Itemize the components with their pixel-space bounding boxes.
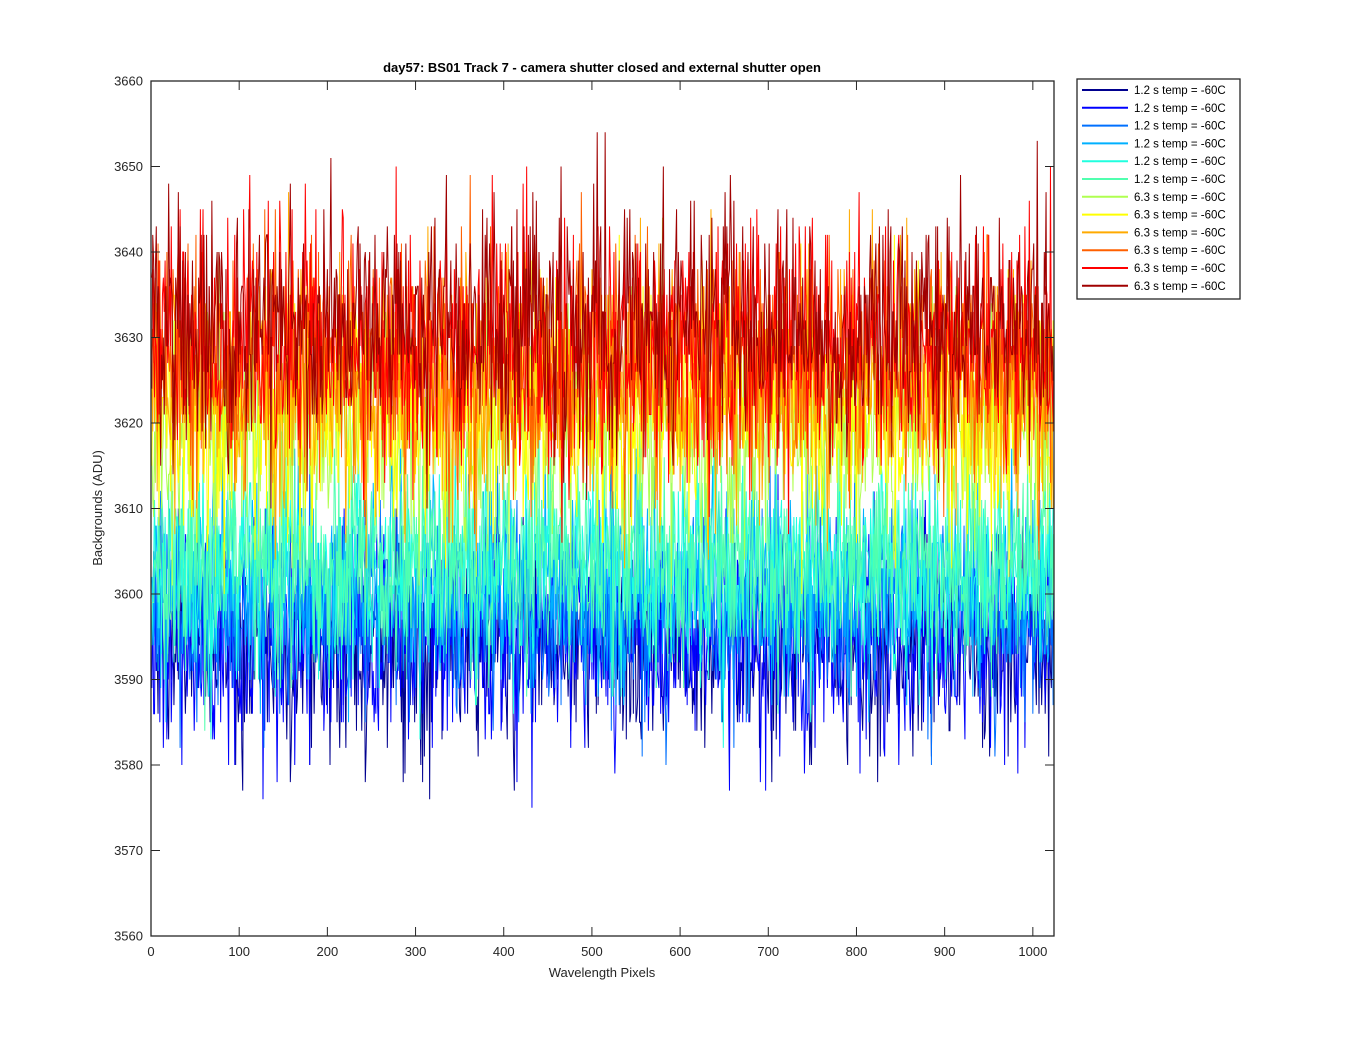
x-tick-label: 200 [317, 944, 339, 959]
y-tick-label: 3590 [114, 672, 143, 687]
legend-label: 6.3 s temp = -60C [1134, 281, 1226, 293]
y-tick-label: 3620 [114, 416, 143, 431]
legend-label: 1.2 s temp = -60C [1134, 138, 1226, 150]
legend-label: 6.3 s temp = -60C [1134, 210, 1226, 222]
y-tick-label: 3580 [114, 758, 143, 773]
y-tick-label: 3640 [114, 245, 143, 260]
y-tick-label: 3610 [114, 501, 143, 516]
x-tick-label: 100 [228, 944, 250, 959]
x-axis-label: Wavelength Pixels [549, 965, 656, 980]
y-tick-label: 3630 [114, 330, 143, 345]
legend-label: 1.2 s temp = -60C [1134, 103, 1226, 115]
x-tick-label: 300 [405, 944, 427, 959]
x-tick-label: 0 [147, 944, 154, 959]
legend-label: 6.3 s temp = -60C [1134, 263, 1226, 275]
series-group [151, 132, 1054, 808]
legend: 1.2 s temp = -60C 1.2 s temp = -60C 1.2 s … [1076, 78, 1241, 300]
y-tick-label: 3570 [114, 843, 143, 858]
x-tick-label: 400 [493, 944, 515, 959]
x-tick-label: 500 [581, 944, 603, 959]
y-tick-label: 3650 [114, 159, 143, 174]
x-tick-label: 1000 [1018, 944, 1047, 959]
legend-items: 1.2 s temp = -60C 1.2 s temp = -60C 1.2 s … [1082, 85, 1226, 293]
x-axis: 0 100 200 300 400 500 600 700 800 900 1000 [147, 81, 1047, 959]
x-tick-label: 600 [669, 944, 691, 959]
legend-label: 6.3 s temp = -60C [1134, 245, 1226, 257]
y-tick-label: 3560 [114, 929, 143, 944]
series-line-12 [151, 132, 1054, 509]
legend-label: 6.3 s temp = -60C [1134, 227, 1226, 239]
y-tick-label: 3660 [114, 74, 143, 89]
y-axis-label: Backgrounds (ADU) [90, 450, 105, 566]
x-tick-label: 700 [757, 944, 779, 959]
series-line-6 [151, 422, 1054, 731]
legend-label: 1.2 s temp = -60C [1134, 85, 1226, 97]
plot-area: 0 100 200 300 400 500 600 700 800 900 1000 3560 357… [114, 74, 1055, 959]
x-tick-label: 800 [846, 944, 868, 959]
y-axis: 3560 3570 3580 3590 3600 3610 3620 3630 3640 3650… [114, 74, 1054, 944]
legend-box [1076, 78, 1241, 300]
x-tick-label: 900 [934, 944, 956, 959]
y-tick-label: 3600 [114, 587, 143, 602]
chart-title: day57: BS01 Track 7 - camera shutter clo… [383, 60, 821, 75]
legend-label: 1.2 s temp = -60C [1134, 174, 1226, 186]
legend-label: 1.2 s temp = -60C [1134, 121, 1226, 133]
legend-label: 6.3 s temp = -60C [1134, 192, 1226, 204]
legend-label: 1.2 s temp = -60C [1134, 156, 1226, 168]
